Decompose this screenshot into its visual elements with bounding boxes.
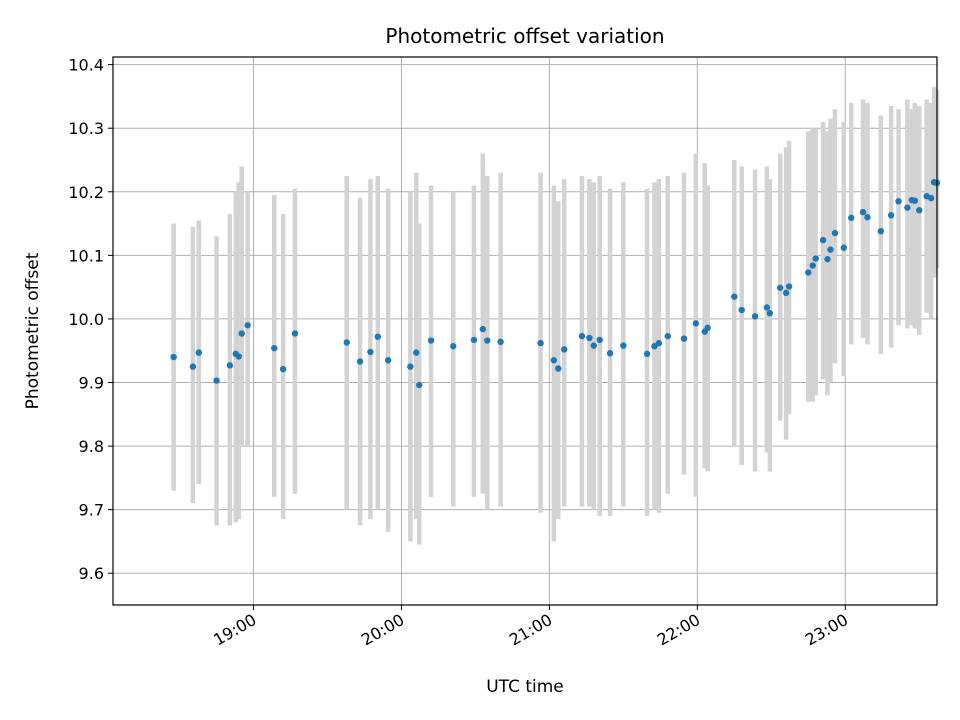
point-layer — [170, 179, 941, 389]
data-point — [416, 381, 423, 389]
data-point — [427, 337, 435, 344]
data-point — [704, 324, 711, 332]
data-point — [692, 320, 700, 327]
data-point — [195, 349, 203, 356]
data-point — [479, 325, 487, 333]
y-tick-label: 10.4 — [68, 56, 104, 75]
data-point — [407, 363, 414, 370]
y-tick-label: 10.0 — [68, 310, 104, 329]
data-point — [731, 293, 738, 300]
chart-title: Photometric offset variation — [385, 24, 664, 48]
data-point — [271, 344, 278, 352]
y-tick-label: 9.8 — [79, 437, 104, 456]
data-point — [927, 194, 935, 202]
plot-frame — [112, 56, 938, 606]
data-point — [356, 358, 364, 365]
data-point — [189, 363, 197, 370]
data-point — [213, 377, 220, 384]
y-tick-label: 9.7 — [79, 501, 104, 520]
y-tick-label: 9.9 — [79, 373, 104, 392]
data-point — [374, 333, 382, 340]
data-point — [596, 336, 603, 344]
data-point — [864, 214, 871, 221]
data-point — [809, 262, 816, 269]
data-point — [497, 338, 504, 346]
data-point — [550, 357, 558, 364]
data-point — [226, 362, 234, 369]
y-tick-label: 10.3 — [68, 119, 104, 138]
data-point — [384, 357, 392, 364]
data-point — [170, 353, 177, 361]
data-point — [877, 227, 884, 235]
data-point — [763, 304, 771, 311]
data-point — [664, 332, 671, 340]
data-point — [840, 244, 848, 251]
data-point — [537, 339, 544, 347]
data-point — [413, 349, 420, 356]
y-tick-label: 10.2 — [68, 183, 104, 202]
data-point — [859, 208, 867, 216]
y-tick-label: 9.6 — [79, 564, 104, 583]
y-tick-label: 10.1 — [68, 246, 104, 265]
data-point — [279, 365, 287, 373]
data-point — [805, 269, 812, 276]
grid-layer — [113, 57, 937, 605]
data-point — [367, 348, 374, 356]
data-point — [916, 207, 923, 214]
data-point — [578, 332, 586, 340]
data-point — [561, 346, 568, 353]
data-point — [620, 342, 627, 349]
data-point — [831, 229, 839, 237]
data-point — [555, 365, 562, 372]
data-point — [235, 353, 242, 360]
data-point — [244, 322, 251, 329]
y-axis-title: Photometric offset — [23, 252, 43, 409]
data-point — [238, 330, 245, 337]
data-point — [590, 342, 597, 349]
data-point — [827, 246, 834, 253]
data-point — [470, 336, 478, 344]
data-point — [782, 289, 790, 297]
data-point — [651, 343, 658, 350]
data-point — [847, 214, 855, 222]
data-point — [751, 313, 759, 320]
data-point — [776, 284, 784, 291]
data-point — [450, 343, 457, 350]
data-point — [824, 255, 831, 263]
data-point — [680, 335, 688, 342]
data-point — [655, 339, 663, 347]
data-point — [887, 212, 895, 219]
data-point — [484, 337, 491, 344]
data-point — [819, 236, 827, 244]
x-axis-title: UTC time — [486, 677, 564, 697]
data-point — [291, 330, 299, 337]
data-point — [911, 197, 919, 204]
data-point — [738, 306, 745, 314]
data-point — [812, 255, 819, 262]
data-point — [343, 339, 350, 346]
data-point — [904, 204, 911, 211]
data-point — [643, 350, 651, 358]
data-point — [586, 334, 593, 342]
data-point — [895, 198, 902, 205]
data-point — [785, 283, 793, 290]
data-point — [766, 309, 774, 317]
data-point — [606, 350, 614, 357]
